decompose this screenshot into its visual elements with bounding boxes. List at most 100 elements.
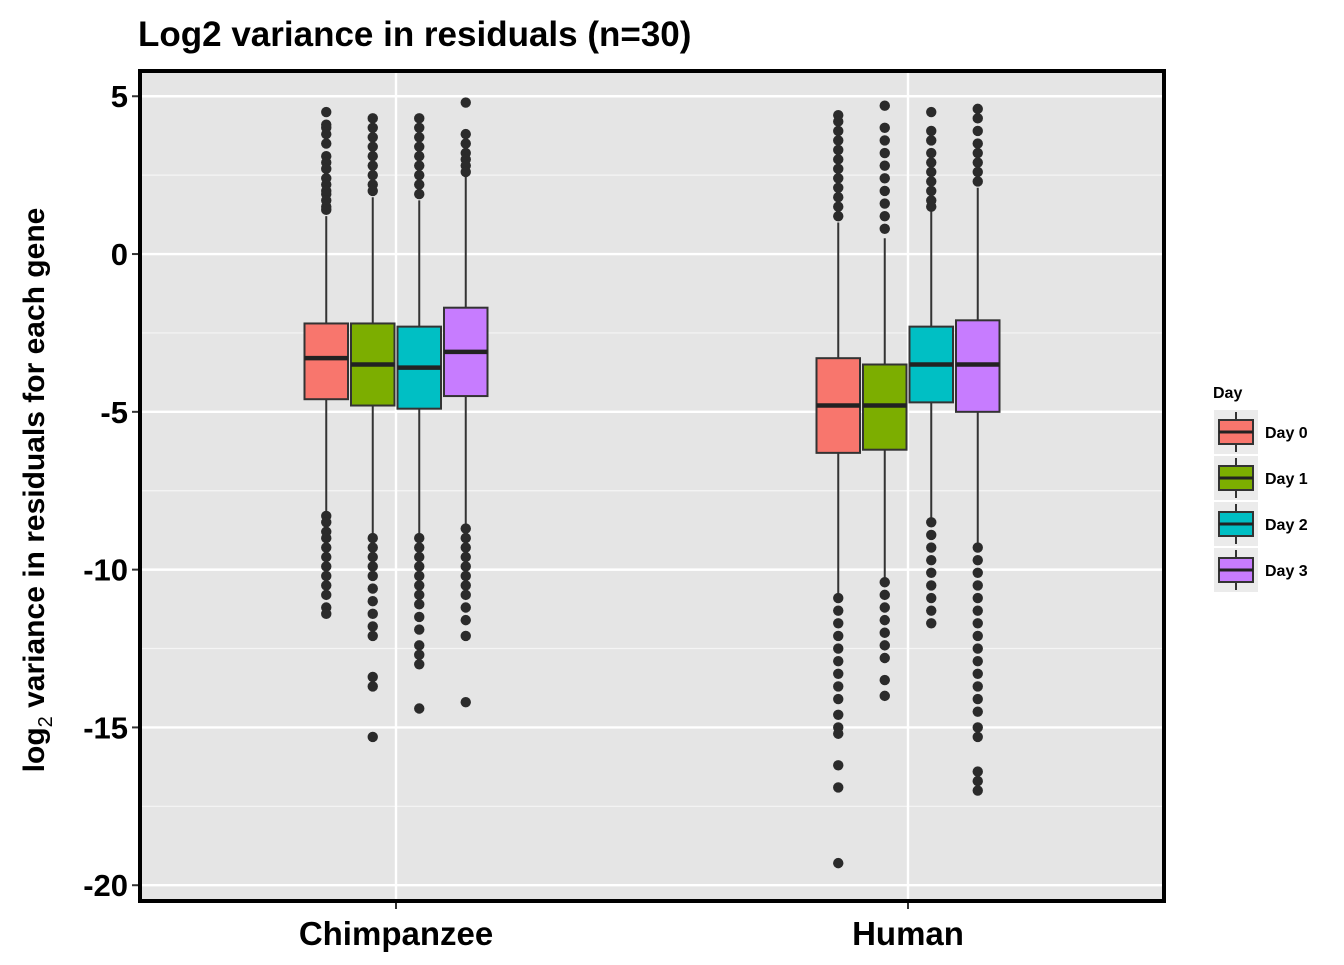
outlier-point <box>833 728 844 739</box>
y-axis: 5 0 -5 -10 -15 -20 <box>83 79 138 903</box>
outlier-point <box>972 567 983 578</box>
outlier-point <box>972 668 983 679</box>
outlier-point <box>833 681 844 692</box>
outlier-point <box>414 113 425 124</box>
outlier-point <box>414 561 425 572</box>
outlier-point <box>414 703 425 714</box>
outlier-point <box>926 618 937 629</box>
outlier-point <box>833 182 844 193</box>
outlier-point <box>926 554 937 566</box>
outlier-point <box>972 580 983 591</box>
y-axis-label: log2 variance in residuals for each gene <box>18 208 57 773</box>
outlier-point <box>414 551 425 563</box>
outlier-point <box>833 630 844 642</box>
outlier-point <box>460 523 471 534</box>
box-day-3-chimpanzee <box>443 97 489 708</box>
y-tick-label: -5 <box>100 395 128 430</box>
outlier-point <box>367 608 378 620</box>
box-day-2-chimpanzee <box>396 113 442 714</box>
outlier-point <box>414 589 425 601</box>
outlier-point <box>833 618 844 629</box>
outlier-point <box>926 185 937 197</box>
outlier-point <box>879 160 890 171</box>
outlier-point <box>926 176 937 187</box>
outlier-point <box>972 618 983 629</box>
legend-item-day-1: Day 1 <box>1214 456 1308 500</box>
outlier-point <box>833 709 844 721</box>
outlier-point <box>833 693 844 705</box>
outlier-point <box>460 614 471 626</box>
outlier-point <box>972 166 983 178</box>
legend-title: Day <box>1213 385 1242 402</box>
outlier-point <box>321 542 332 553</box>
outlier-point <box>367 132 378 143</box>
outlier-point <box>972 681 983 692</box>
y-tick-label: -10 <box>83 553 128 588</box>
outlier-point <box>926 135 937 146</box>
outlier-point <box>972 643 983 654</box>
outlier-point <box>414 624 425 635</box>
outlier-point <box>926 605 937 616</box>
outlier-point <box>972 605 983 616</box>
outlier-point <box>833 163 844 175</box>
outlier-point <box>414 132 425 143</box>
outlier-point <box>879 589 890 601</box>
outlier-point <box>972 103 983 115</box>
outlier-point <box>833 192 844 203</box>
outlier-point <box>460 138 471 149</box>
legend: Day Day 0 Day 1 Day 2 Day 3 <box>1213 385 1308 592</box>
outlier-point <box>321 163 332 175</box>
outlier-point <box>926 567 937 578</box>
outlier-point <box>321 580 332 591</box>
outlier-point <box>833 135 844 146</box>
legend-label: Day 1 <box>1265 471 1308 488</box>
y-axis-label-subscript: 2 <box>35 716 57 727</box>
outlier-point <box>972 176 983 187</box>
outlier-point <box>367 141 378 152</box>
outlier-point <box>321 106 332 118</box>
outlier-point <box>414 169 425 181</box>
outlier-point <box>833 173 844 184</box>
outlier-point <box>321 204 332 216</box>
y-tick-label: -15 <box>83 710 128 745</box>
outlier-point <box>321 517 332 528</box>
box-day-2-human <box>908 106 954 629</box>
outlier-point <box>879 614 890 626</box>
outlier-point <box>972 731 983 743</box>
outlier-point <box>833 116 844 127</box>
outlier-point <box>879 602 890 613</box>
outlier-point <box>879 223 890 234</box>
box-day-1-chimpanzee <box>350 113 396 743</box>
outlier-point <box>879 122 890 134</box>
outlier-point <box>879 185 890 197</box>
y-axis-label-prefix: log <box>18 727 51 772</box>
outlier-point <box>972 655 983 667</box>
outlier-point <box>972 766 983 777</box>
outlier-point <box>460 542 471 553</box>
legend-item-day-0: Day 0 <box>1214 410 1308 454</box>
chart-title: Log2 variance in residuals (n=30) <box>138 15 691 54</box>
outlier-point <box>460 97 471 108</box>
outlier-point <box>367 595 378 607</box>
outlier-point <box>414 188 425 200</box>
outlier-point <box>414 640 425 651</box>
outlier-point <box>972 775 983 787</box>
outlier-point <box>972 630 983 642</box>
y-tick-label: 0 <box>111 237 128 272</box>
outlier-point <box>367 160 378 171</box>
x-tick-label: Chimpanzee <box>299 915 493 952</box>
outlier-point <box>321 551 332 563</box>
outlier-point <box>879 674 890 686</box>
panel-border <box>138 69 1166 903</box>
legend-label: Day 0 <box>1265 425 1308 442</box>
outlier-point <box>321 128 332 140</box>
outlier-point <box>926 166 937 178</box>
outlier-point <box>972 542 983 553</box>
outlier-point <box>414 649 425 661</box>
outlier-point <box>879 577 890 588</box>
outlier-point <box>414 599 425 610</box>
outlier-point <box>833 144 844 156</box>
outlier-point <box>926 125 937 137</box>
outlier-point <box>321 589 332 601</box>
